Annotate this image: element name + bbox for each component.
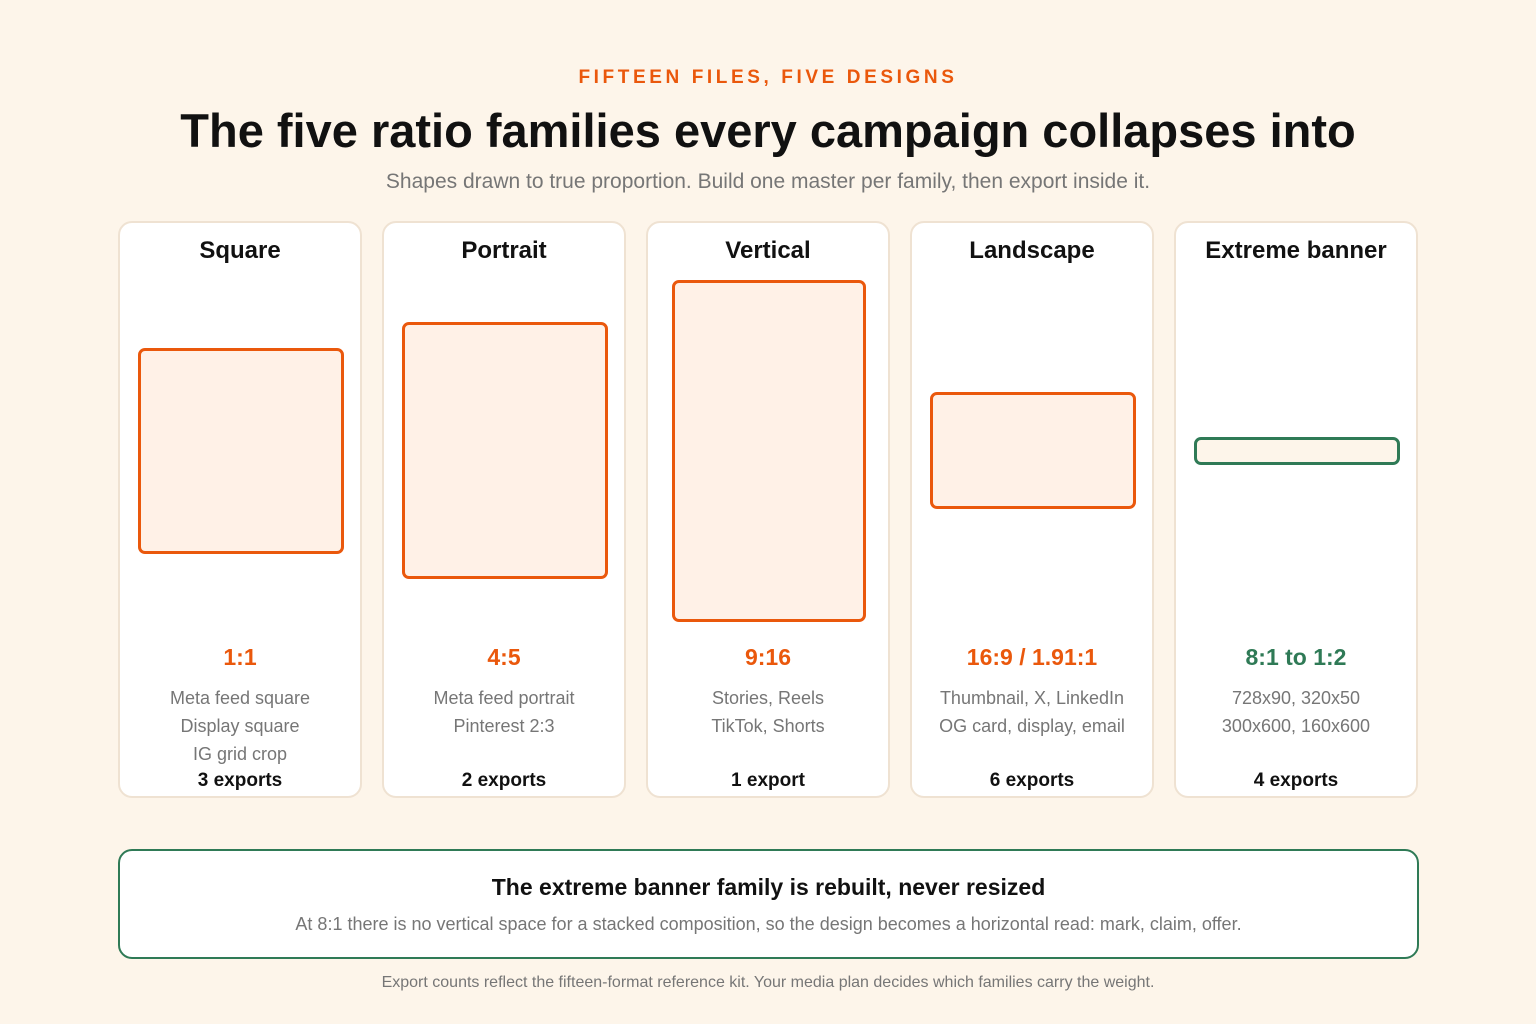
ratio-shape-extreme-banner [1194,437,1400,465]
use-line: Meta feed square [169,688,311,708]
family-name: Extreme banner [1205,237,1387,264]
use-line: Display square [180,716,300,736]
ratio-shape-vertical [672,280,866,622]
family-name: Vertical [725,237,811,264]
page-title: The five ratio families every campaign c… [180,104,1356,157]
export-count: 4 exports [1253,770,1339,791]
callout-box: The extreme banner family is rebuilt, ne… [118,849,1419,959]
ratio-shape-landscape [930,392,1136,509]
family-uses: Stories, Reels TikTok, Shorts [648,684,888,740]
family-name: Landscape [969,237,1095,264]
footnote: Export counts reflect the fifteen-format… [381,974,1155,991]
use-line: Stories, Reels [711,688,825,708]
family-card-portrait: Portrait 4:5 Meta feed portrait Pinteres… [382,221,626,798]
family-uses: Meta feed portrait Pinterest 2:3 [384,684,624,740]
family-card-square: Square 1:1 Meta feed square Display squa… [118,221,362,798]
use-line: 728x90, 320x50 [1231,688,1361,708]
page-subtitle: Shapes drawn to true proportion. Build o… [385,170,1151,193]
use-line: OG card, display, email [939,716,1125,736]
callout-title: The extreme banner family is rebuilt, ne… [491,874,1046,900]
family-name: Square [199,237,281,264]
ratio-shape-square [138,348,344,554]
family-ratio: 4:5 [487,644,521,670]
export-count: 6 exports [989,770,1075,791]
family-ratio: 8:1 to 1:2 [1245,644,1347,670]
family-uses: Thumbnail, X, LinkedIn OG card, display,… [912,684,1152,740]
family-card-vertical: Vertical 9:16 Stories, Reels TikTok, Sho… [646,221,890,798]
use-line: Meta feed portrait [433,688,575,708]
family-ratio: 1:1 [223,644,257,670]
family-uses: 728x90, 320x50 300x600, 160x600 [1176,684,1416,740]
family-ratio: 9:16 [744,644,792,670]
export-count: 1 export [731,770,805,791]
kicker: FIFTEEN FILES, FIVE DESIGNS [578,67,958,88]
family-uses: Meta feed square Display square IG grid … [120,684,360,768]
use-line: Pinterest 2:3 [453,716,555,736]
export-count: 3 exports [197,770,283,791]
family-card-extreme-banner: Extreme banner 8:1 to 1:2 728x90, 320x50… [1174,221,1418,798]
use-line: Thumbnail, X, LinkedIn [939,688,1125,708]
family-ratio: 16:9 / 1.91:1 [966,644,1098,670]
use-line: TikTok, Shorts [711,716,825,736]
use-line: IG grid crop [192,744,288,764]
use-line: 300x600, 160x600 [1221,716,1371,736]
callout-body: At 8:1 there is no vertical space for a … [295,914,1242,934]
export-count: 2 exports [461,770,547,791]
family-name: Portrait [461,237,547,264]
ratio-shape-portrait [402,322,608,579]
family-card-landscape: Landscape 16:9 / 1.91:1 Thumbnail, X, Li… [910,221,1154,798]
